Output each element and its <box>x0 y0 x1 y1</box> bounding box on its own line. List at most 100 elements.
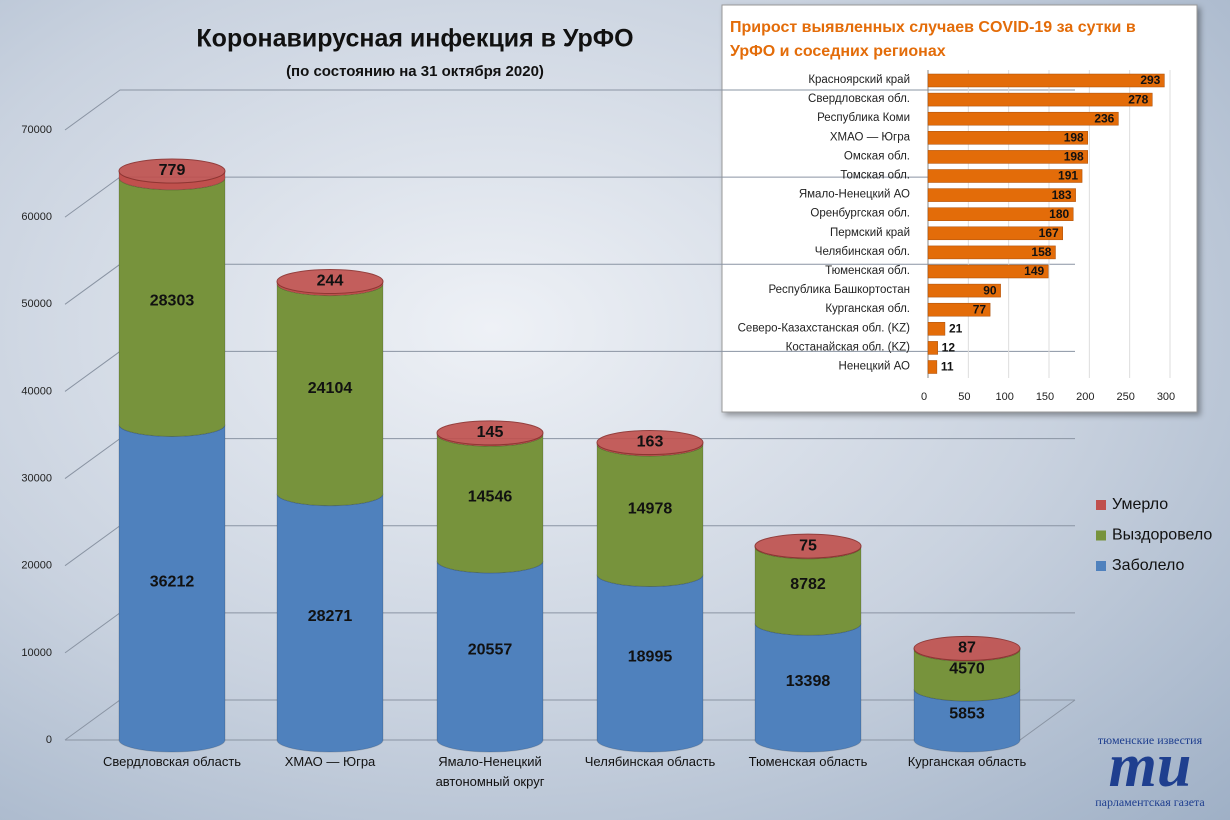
bar <box>927 341 938 355</box>
y-tick-label: 0 <box>46 734 52 746</box>
data-label: 198 <box>1064 130 1084 144</box>
y-tick-label: 20000 <box>21 560 52 572</box>
data-label: 183 <box>1052 188 1072 202</box>
data-label: 198 <box>1064 150 1084 164</box>
x-tick-label: Курганская область <box>907 754 1027 769</box>
y-tick-label: 10000 <box>21 647 52 659</box>
data-label: 11 <box>941 360 954 374</box>
cylinder-top <box>913 635 1021 661</box>
y-tick-label: Курганская обл. <box>825 303 910 315</box>
data-label: 13398 <box>786 673 831 690</box>
logo-top: тюменские известия <box>1098 733 1203 747</box>
logo-mark: ти <box>1109 732 1192 800</box>
chart-title: Коронавирусная инфекция в УрФО <box>196 25 633 53</box>
y-tick-label: Свердловская обл. <box>808 93 910 105</box>
cylinder-top <box>754 533 862 559</box>
cylinder-top <box>436 420 544 446</box>
data-label: 75 <box>799 537 817 554</box>
grid-line <box>64 89 1075 131</box>
y-tick-label: 70000 <box>21 124 52 136</box>
data-label: 21 <box>949 321 963 335</box>
bar <box>927 92 1153 107</box>
bar <box>927 245 1056 260</box>
y-tick-label: Ненецкий АО <box>839 361 911 373</box>
x-tick-label: Тюменская область <box>748 754 868 769</box>
bar <box>927 322 946 336</box>
x-tick-label: Челябинская область <box>584 754 716 769</box>
logo-bottom: парламентская газета <box>1095 795 1205 809</box>
cylinder-top <box>596 430 704 456</box>
data-label: 293 <box>1140 73 1160 87</box>
bar <box>927 264 1049 279</box>
data-label: 180 <box>1049 207 1069 221</box>
bar <box>927 226 1063 241</box>
y-tick-label: Пермский край <box>830 227 910 239</box>
y-tick-label: Томская обл. <box>840 170 910 182</box>
bar <box>927 360 938 374</box>
x-tick-label: 50 <box>958 391 970 403</box>
data-label: 24104 <box>308 380 353 397</box>
y-tick-label: Северо-Казахстанская обл. (KZ) <box>738 322 911 334</box>
cylinder-top <box>118 158 226 184</box>
legend-swatch <box>1096 530 1106 541</box>
data-label: 149 <box>1024 264 1044 278</box>
data-label: 244 <box>317 273 344 290</box>
cylinder-top <box>276 268 384 294</box>
y-tick-label: Красноярский край <box>808 74 910 86</box>
y-tick-label: Омская обл. <box>844 150 910 162</box>
data-label: 12 <box>942 341 956 355</box>
data-label: 90 <box>983 283 997 297</box>
y-tick-label: ХМАО — Югра <box>830 131 911 143</box>
data-label: 236 <box>1094 111 1114 125</box>
data-label: 5853 <box>949 706 985 723</box>
bar <box>927 150 1088 164</box>
y-tick-label: Челябинская обл. <box>815 246 910 258</box>
x-tick-label: Ямало-Ненецкий автономный округ <box>435 754 545 789</box>
inset-title: Прирост выявленных случаев COVID-19 за с… <box>730 19 1136 60</box>
data-label: 20557 <box>468 642 513 659</box>
y-tick-label: 60000 <box>21 211 52 223</box>
data-label: 191 <box>1058 169 1078 183</box>
x-tick-label: 150 <box>1036 391 1054 403</box>
x-tick-label: 300 <box>1157 391 1175 403</box>
data-label: 14546 <box>468 489 513 506</box>
bar <box>927 131 1088 145</box>
bar <box>927 73 1165 88</box>
bar <box>927 283 1001 298</box>
x-tick-label: 0 <box>921 391 927 403</box>
data-label: 4570 <box>949 660 985 677</box>
data-label: 36212 <box>150 573 195 590</box>
data-label: 278 <box>1128 92 1148 106</box>
y-tick-label: Республика Башкортостан <box>768 284 910 296</box>
bar <box>927 188 1076 202</box>
data-label: 28271 <box>308 608 353 625</box>
legend-label: Заболело <box>1112 557 1184 574</box>
x-tick-label: 100 <box>995 391 1013 403</box>
data-label: 779 <box>159 162 186 179</box>
bar <box>927 302 991 317</box>
data-label: 167 <box>1039 226 1059 240</box>
data-label: 14978 <box>628 500 673 517</box>
bar <box>927 169 1083 183</box>
legend-label: Умерло <box>1112 496 1168 513</box>
x-tick-label: ХМАО — Югра <box>284 754 376 769</box>
data-label: 163 <box>637 434 664 451</box>
y-tick-label: Тюменская обл. <box>825 265 910 277</box>
data-label: 8782 <box>790 576 826 593</box>
y-tick-label: 40000 <box>21 385 52 397</box>
x-tick-label: Свердловская область <box>102 754 242 769</box>
data-label: 18995 <box>628 648 673 665</box>
data-label: 28303 <box>150 292 195 309</box>
data-label: 77 <box>973 302 987 316</box>
x-tick-label: 200 <box>1076 391 1094 403</box>
y-tick-label: 30000 <box>21 472 52 484</box>
bar <box>927 111 1119 126</box>
x-tick-label: 250 <box>1116 391 1134 403</box>
legend-swatch <box>1096 561 1106 571</box>
chart-subtitle: (по состоянию на 31 октября 2020) <box>286 63 544 80</box>
y-tick-label: Ямало-Ненецкий АО <box>799 189 910 201</box>
y-tick-label: 50000 <box>21 298 52 310</box>
bar <box>927 207 1074 221</box>
y-tick-label: Оренбургская обл. <box>810 208 910 220</box>
